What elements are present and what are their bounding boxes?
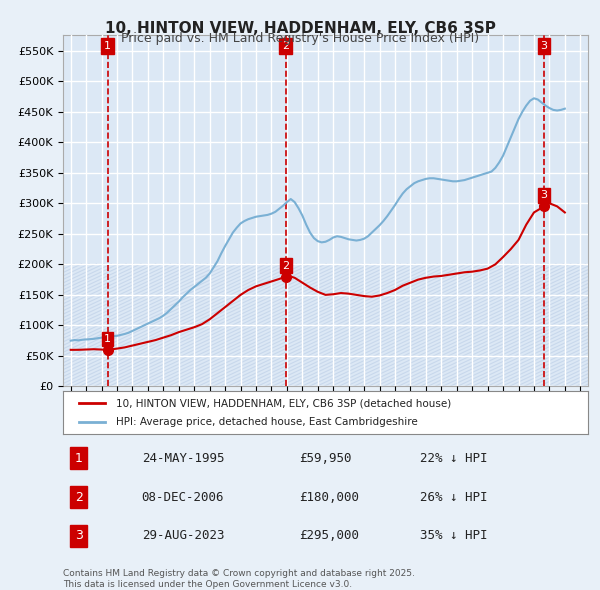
Text: 2: 2 <box>282 261 289 271</box>
Text: 3: 3 <box>541 191 548 201</box>
Text: Price paid vs. HM Land Registry's House Price Index (HPI): Price paid vs. HM Land Registry's House … <box>121 32 479 45</box>
Text: 3: 3 <box>75 529 83 542</box>
Text: £180,000: £180,000 <box>299 490 359 504</box>
Text: 08-DEC-2006: 08-DEC-2006 <box>142 490 224 504</box>
Text: HPI: Average price, detached house, East Cambridgeshire: HPI: Average price, detached house, East… <box>115 417 417 427</box>
Text: 35% ↓ HPI: 35% ↓ HPI <box>420 529 487 542</box>
Text: 1: 1 <box>104 334 111 344</box>
Text: 26% ↓ HPI: 26% ↓ HPI <box>420 490 487 504</box>
Text: 10, HINTON VIEW, HADDENHAM, ELY, CB6 3SP: 10, HINTON VIEW, HADDENHAM, ELY, CB6 3SP <box>104 21 496 35</box>
FancyBboxPatch shape <box>63 35 588 386</box>
Text: 10, HINTON VIEW, HADDENHAM, ELY, CB6 3SP (detached house): 10, HINTON VIEW, HADDENHAM, ELY, CB6 3SP… <box>115 398 451 408</box>
Text: 2: 2 <box>282 41 289 51</box>
Text: 29-AUG-2023: 29-AUG-2023 <box>142 529 224 542</box>
Text: 1: 1 <box>75 452 83 465</box>
Text: Contains HM Land Registry data © Crown copyright and database right 2025.
This d: Contains HM Land Registry data © Crown c… <box>63 569 415 589</box>
Text: £295,000: £295,000 <box>299 529 359 542</box>
Text: 2: 2 <box>75 490 83 504</box>
Text: 24-MAY-1995: 24-MAY-1995 <box>142 452 224 465</box>
Text: 22% ↓ HPI: 22% ↓ HPI <box>420 452 487 465</box>
Text: 3: 3 <box>541 41 548 51</box>
Text: 1: 1 <box>104 41 111 51</box>
Text: £59,950: £59,950 <box>299 452 352 465</box>
